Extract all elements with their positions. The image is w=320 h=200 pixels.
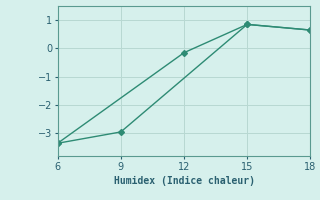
X-axis label: Humidex (Indice chaleur): Humidex (Indice chaleur) [114, 176, 254, 186]
